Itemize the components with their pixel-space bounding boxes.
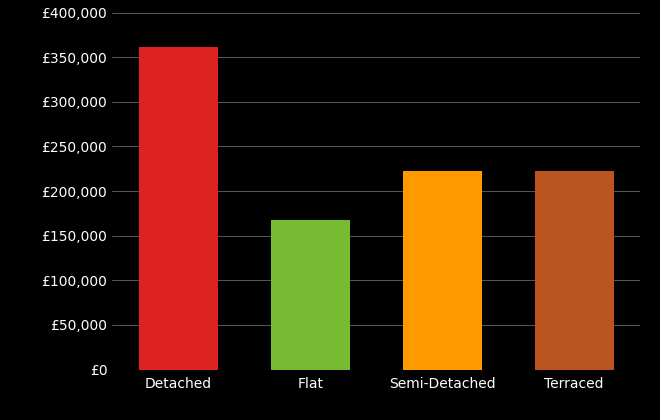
Bar	[271, 220, 350, 370]
Bar	[139, 47, 218, 370]
Bar	[403, 171, 482, 370]
Bar	[535, 171, 614, 370]
